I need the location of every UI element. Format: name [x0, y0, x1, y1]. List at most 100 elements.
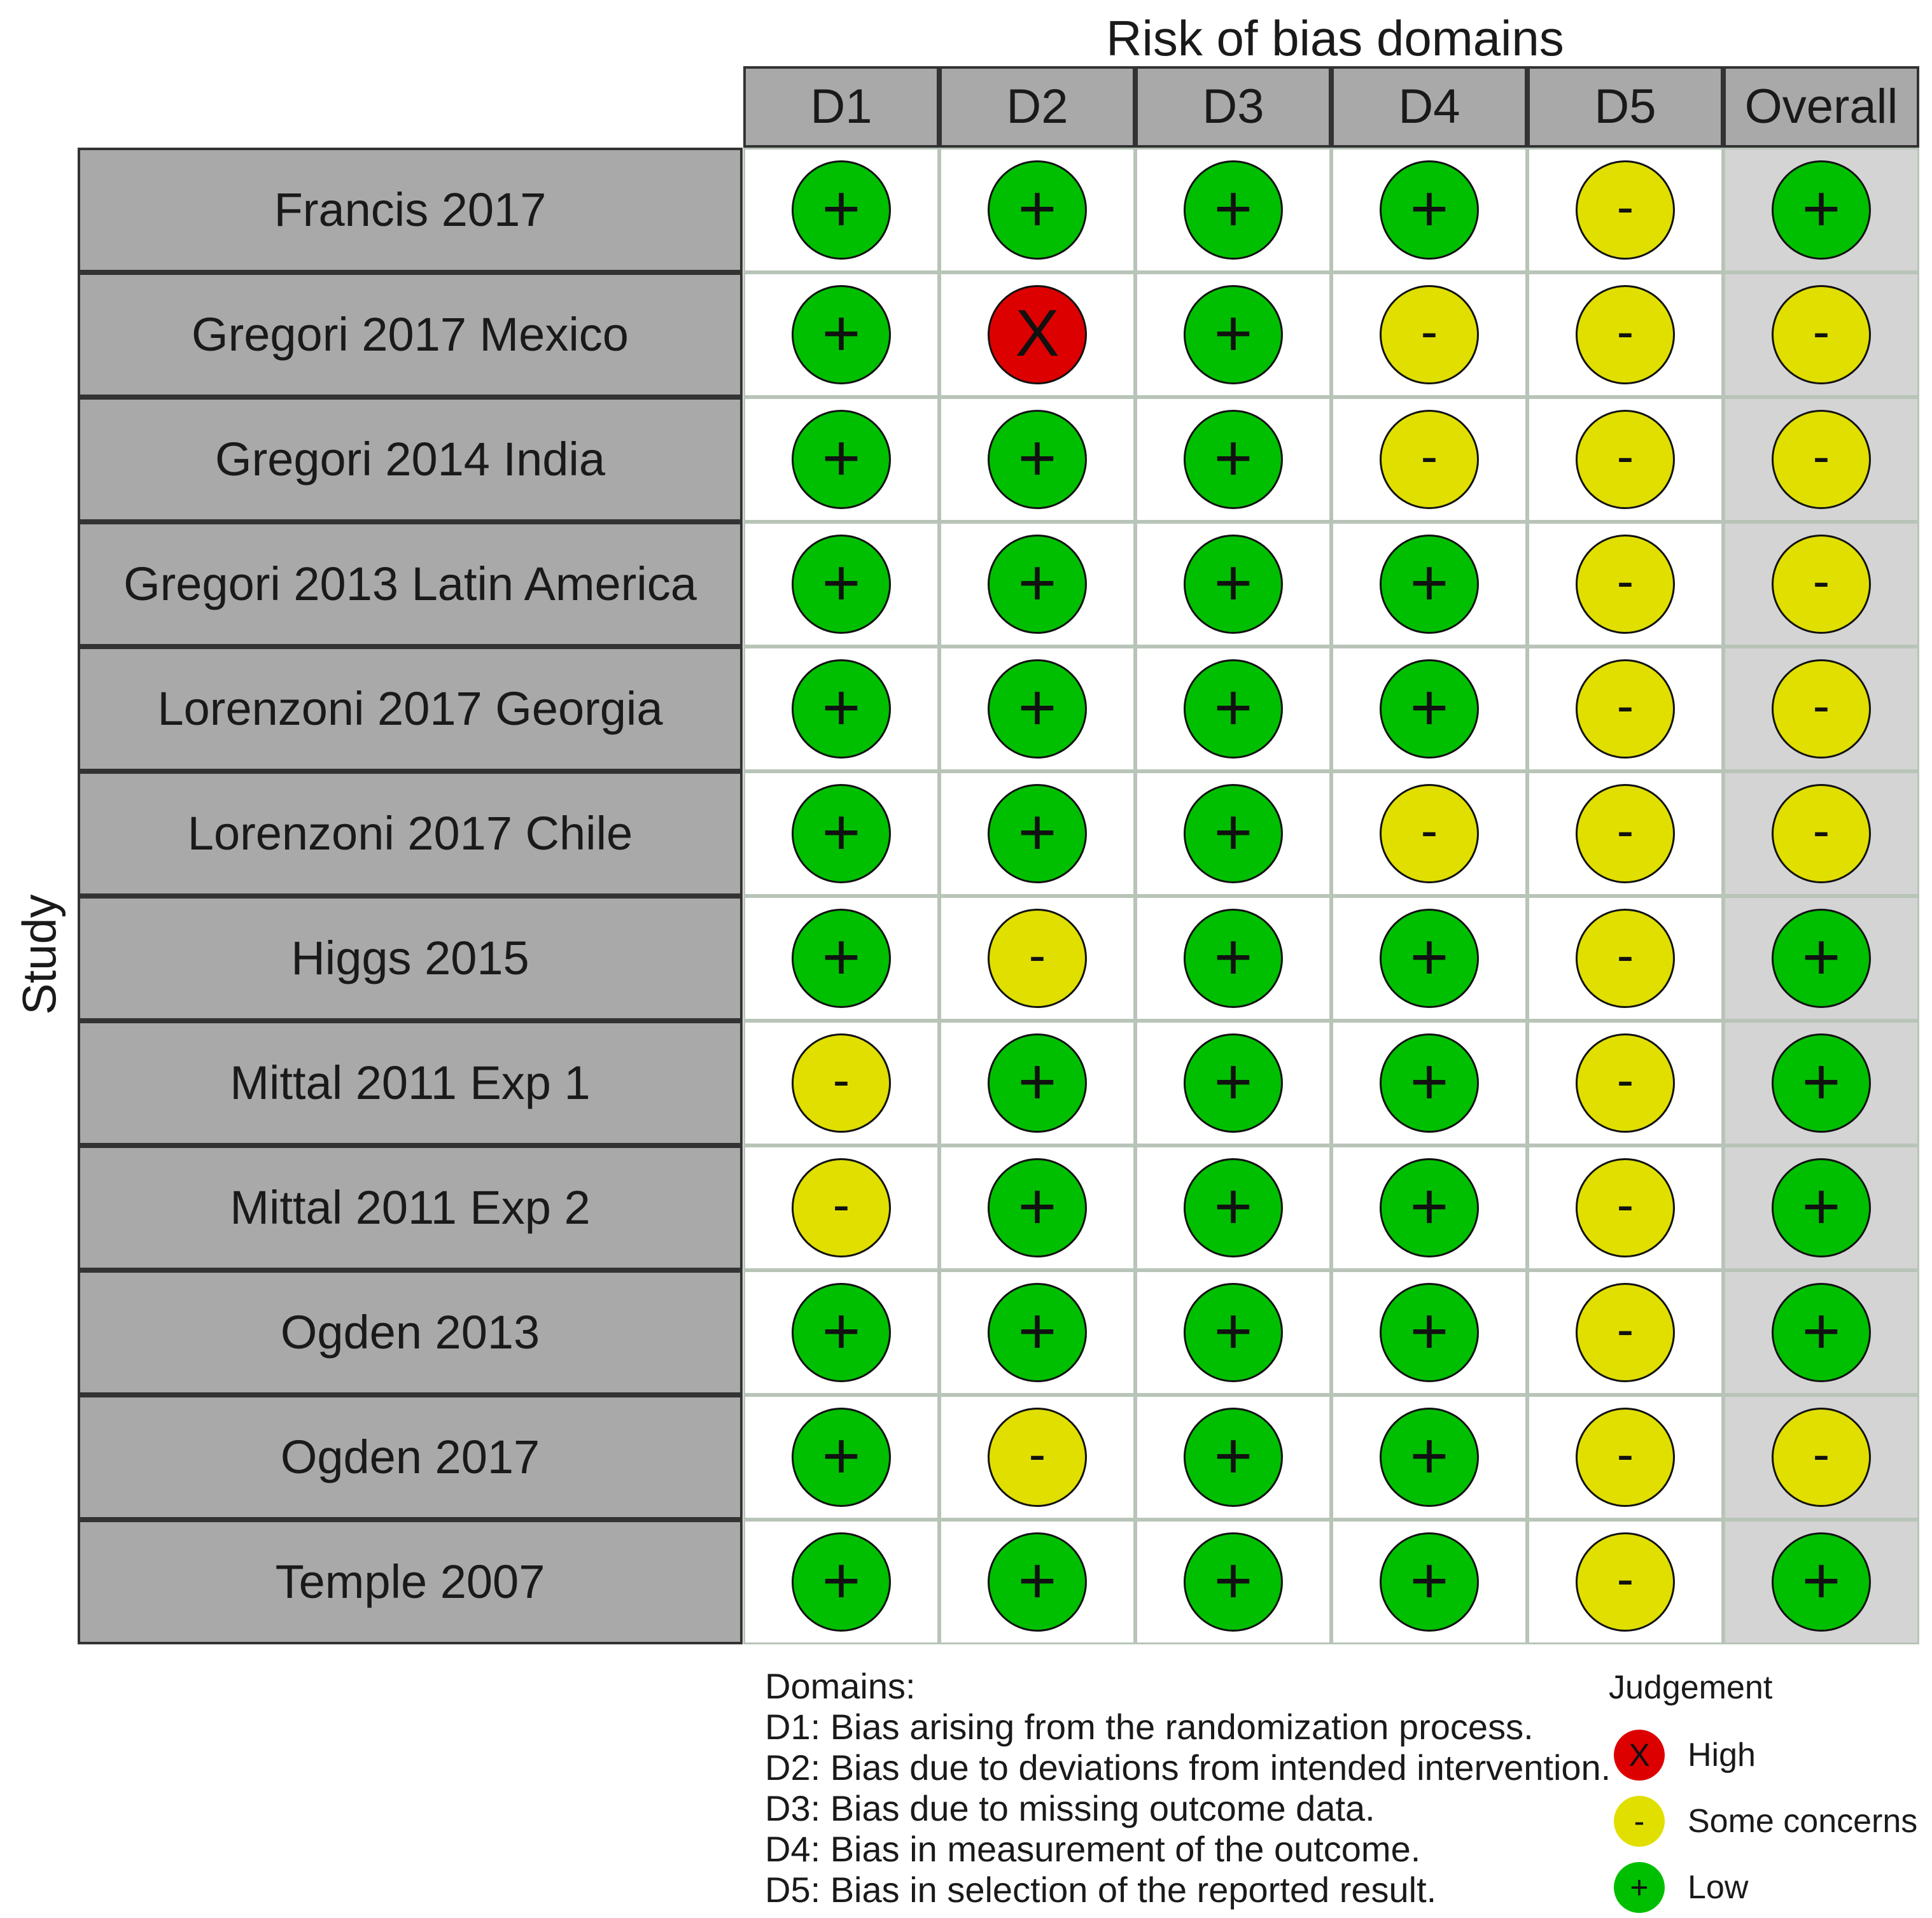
judgement-cell: - — [939, 1395, 1135, 1520]
domains-heading: Domains: — [765, 1666, 916, 1706]
legend-label: Low — [1688, 1869, 1749, 1906]
judgement-cell: + — [1331, 896, 1527, 1021]
legend-label: High — [1688, 1737, 1756, 1774]
judgement-cell: + — [743, 1270, 939, 1395]
judgement-cell: + — [743, 1520, 939, 1644]
judgement-low-marker: + — [1772, 1283, 1871, 1382]
judgement-cell: - — [743, 1021, 939, 1145]
judgement-low-marker: + — [792, 1283, 891, 1382]
judgement-some-concerns-marker: - — [1576, 1532, 1675, 1632]
header-overall: Overall — [1723, 66, 1919, 148]
study-label: Gregori 2017 Mexico — [78, 272, 743, 397]
judgement-cell: - — [1723, 522, 1919, 647]
judgement-cell: - — [1527, 272, 1723, 397]
judgement-cell: + — [1331, 1021, 1527, 1145]
judgement-cell: + — [743, 522, 939, 647]
judgement-cell: - — [1527, 1395, 1723, 1520]
judgement-cell: + — [939, 1520, 1135, 1644]
study-label: Temple 2007 — [78, 1520, 743, 1644]
judgement-low-marker: + — [1772, 1033, 1871, 1133]
judgement-low-marker: + — [1380, 160, 1479, 260]
judgement-low-marker: + — [1184, 1532, 1283, 1632]
judgement-cell: X — [939, 272, 1135, 397]
judgement-cell: - — [743, 1145, 939, 1270]
judgement-low-marker: + — [792, 1408, 891, 1507]
judgement-cell: + — [1723, 1021, 1919, 1145]
judgement-cell: + — [939, 1270, 1135, 1395]
judgement-low-marker: + — [988, 1033, 1087, 1133]
judgement-low-marker: + — [792, 285, 891, 384]
judgement-some-concerns-marker: - — [1576, 1158, 1675, 1257]
judgement-some-concerns-marker: - — [1380, 410, 1479, 509]
judgement-cell: + — [1723, 148, 1919, 272]
figure-title: Risk of bias domains — [1106, 10, 1564, 66]
judgement-low-marker: + — [1184, 1158, 1283, 1257]
judgement-cell: + — [1723, 1270, 1919, 1395]
judgement-low-marker: + — [792, 1532, 891, 1632]
judgement-low-marker: + — [1380, 1532, 1479, 1632]
judgement-low-marker: + — [792, 659, 891, 759]
judgement-cell: - — [1527, 771, 1723, 896]
judgement-cell: + — [1331, 1520, 1527, 1644]
judgement-some-concerns-marker: - — [1576, 1033, 1675, 1133]
judgement-some-concerns-marker: - — [1576, 909, 1675, 1008]
judgement-low-marker: + — [1772, 1158, 1871, 1257]
judgement-some-concerns-marker: - — [988, 1408, 1087, 1507]
judgement-cell: + — [1723, 1520, 1919, 1644]
judgement-cell: - — [1527, 522, 1723, 647]
judgement-cell: + — [939, 522, 1135, 647]
domain-desc-4: D4: Bias in measurement of the outcome. — [765, 1829, 1421, 1869]
judgement-cell: + — [743, 1395, 939, 1520]
judgement-cell: - — [1723, 272, 1919, 397]
judgement-some-concerns-marker: - — [1772, 535, 1871, 634]
judgement-some-concerns-marker: - — [1576, 1408, 1675, 1507]
judgement-some-concerns-marker: - — [792, 1158, 891, 1257]
judgement-cell: + — [1135, 896, 1331, 1021]
judgement-cell: - — [1331, 771, 1527, 896]
judgement-cell: + — [939, 647, 1135, 771]
judgement-high-marker: X — [988, 285, 1087, 384]
judgement-cell: - — [1723, 771, 1919, 896]
judgement-low-marker: + — [988, 1283, 1087, 1382]
judgement-cell: - — [1723, 397, 1919, 522]
domain-desc-1: D1: Bias arising from the randomization … — [765, 1707, 1534, 1747]
judgement-cell: + — [939, 1145, 1135, 1270]
study-label: Gregori 2014 India — [78, 397, 743, 522]
judgement-cell: + — [743, 272, 939, 397]
judgement-low-marker: + — [1380, 535, 1479, 634]
judgement-cell: - — [1331, 397, 1527, 522]
judgement-cell: + — [1135, 522, 1331, 647]
judgement-cell: - — [1331, 272, 1527, 397]
judgement-low-marker: + — [1380, 909, 1479, 1008]
study-label: Gregori 2013 Latin America — [78, 522, 743, 647]
judgement-cell: + — [1135, 1270, 1331, 1395]
judgement-cell: + — [1135, 1520, 1331, 1644]
judgement-cell: - — [1527, 647, 1723, 771]
judgement-cell: - — [939, 896, 1135, 1021]
judgement-low-marker: + — [988, 659, 1087, 759]
judgement-cell: + — [939, 148, 1135, 272]
study-label: Mittal 2011 Exp 1 — [78, 1021, 743, 1145]
judgement-cell: + — [939, 397, 1135, 522]
judgement-cell: + — [743, 647, 939, 771]
study-label: Ogden 2013 — [78, 1270, 743, 1395]
judgement-cell: + — [743, 771, 939, 896]
judgement-low-marker: + — [792, 909, 891, 1008]
judgement-some-concerns-marker: - — [1576, 659, 1675, 759]
judgement-cell: + — [1135, 1395, 1331, 1520]
domains-description: Domains: D1: Bias arising from the rando… — [765, 1666, 1611, 1910]
judgement-cell: + — [1331, 1395, 1527, 1520]
judgement-some-concerns-marker: - — [1576, 410, 1675, 509]
judgement-low-marker: + — [792, 784, 891, 883]
judgement-some-concerns-marker: - — [1380, 285, 1479, 384]
judgement-low-marker: + — [1184, 784, 1283, 883]
judgement-cell: + — [743, 397, 939, 522]
judgement-cell: + — [1135, 1021, 1331, 1145]
judgement-low-marker: + — [1380, 1283, 1479, 1382]
header-d3: D3 — [1135, 66, 1331, 148]
judgement-low-marker: + — [988, 410, 1087, 509]
judgement-low-marker: + — [1772, 909, 1871, 1008]
judgement-cell: + — [1331, 1145, 1527, 1270]
judgement-low-marker: + — [1380, 1158, 1479, 1257]
judgement-low-marker: + — [1184, 659, 1283, 759]
